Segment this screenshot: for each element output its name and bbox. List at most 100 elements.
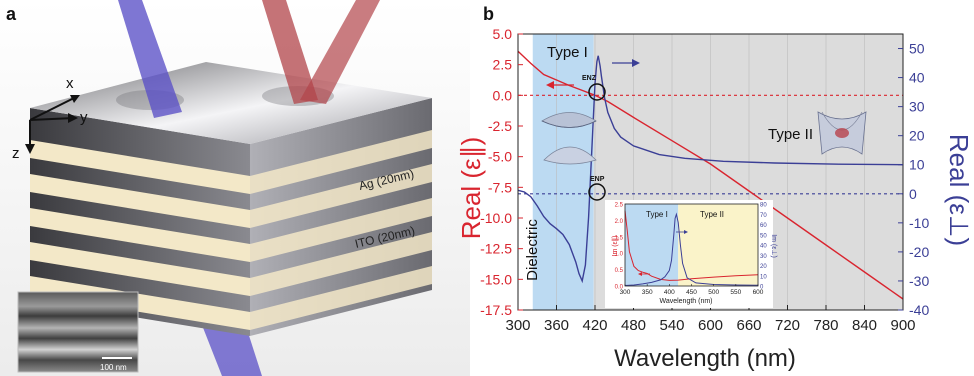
sem-scale-label: 100 nm: [100, 363, 127, 372]
inset-y-right-tick-label: 10: [760, 274, 767, 280]
series-line-real-perpendicular: [517, 55, 904, 284]
y-right-axis-title: Real (ε⊥): [944, 134, 974, 246]
incident-red-beam: [262, 0, 318, 104]
inset-region-type-i: [625, 204, 679, 286]
y-right-tick-label: 10: [909, 157, 925, 173]
y-left-tick-label: -5.0: [488, 149, 512, 165]
y-right-tick-label: -10: [909, 215, 929, 231]
y-left-tick-label: -10.0: [480, 210, 512, 226]
x-axis-label: x: [66, 75, 74, 92]
y-right-tick-label: 40: [909, 70, 925, 86]
inset-y-left-tick-label: 2.0: [615, 219, 624, 225]
y-right-tick-label: 20: [909, 128, 925, 144]
inset-y-right-tick-label: 50: [760, 233, 767, 239]
ito-layer: [250, 266, 432, 330]
region-dielectric: [518, 34, 533, 310]
arrow-right-axis-series: [612, 59, 640, 67]
inset-plot: 300 350 400 450 500 550 600 0.00.51.01.52.02.5…: [605, 200, 777, 308]
sem-inset: 100 nm: [17, 291, 139, 373]
hyperboloid-type1-icon: [541, 112, 597, 165]
panel-a-label: a: [6, 4, 17, 24]
inset-x-tick-label: 450: [686, 289, 697, 296]
inset-y-right-ticks: 0 10 20 30 40 50 60 70 80: [760, 203, 767, 291]
y-left-tick-label: 2.5: [493, 57, 513, 73]
inset-y-left-tick-label: 1.5: [615, 235, 624, 241]
inset-series-lines: [624, 210, 759, 286]
y-right-tick-label: 0: [909, 186, 917, 202]
inset-arrow-left: [638, 272, 650, 276]
axes-triad: [25, 95, 80, 154]
inset-y-right-tick-label: 0: [760, 285, 764, 291]
inset-y-right-tick-label: 70: [760, 213, 767, 219]
inset-y-left-ticks: 0.0 0.5 1.0 1.5 2.0 2.5: [615, 203, 624, 291]
y-left-tick-label: -7.5: [488, 179, 512, 195]
y-right-ticks: 50 40 30 20 10 0 -10 -20 -30 -40: [898, 41, 929, 318]
y-left-axis-title: Real (ε∥): [456, 137, 486, 240]
x-tick-label: 360: [544, 317, 569, 334]
x-tick-label: 600: [698, 317, 723, 334]
x-tick-label: 840: [852, 317, 877, 334]
inset-y-left-title: Im (ε∥): [611, 235, 619, 256]
ito-layer: [250, 232, 432, 296]
ito-layer: [30, 276, 250, 330]
y-left-tick-label: -17.5: [480, 302, 512, 318]
inset-series-im-perpendicular: [624, 212, 759, 286]
reflected-red-beam: [300, 0, 380, 104]
ito-layer: [30, 242, 250, 296]
inset-y-left-tick-label: 0.5: [615, 268, 624, 274]
region-type-i: [532, 34, 594, 310]
series-line-real-parallel: [517, 50, 904, 300]
enp-label: ENP: [590, 176, 605, 183]
layer-stack: [30, 62, 432, 336]
panel-b-label: b: [483, 4, 494, 24]
inset-region-type-ii: [678, 204, 758, 286]
x-tick-label: 780: [813, 317, 838, 334]
y-left-tick-label: -12.5: [480, 241, 512, 257]
region-backgrounds: [518, 34, 903, 310]
x-tick-label: 660: [736, 317, 761, 334]
x-tick-label: 540: [659, 317, 684, 334]
ito-layer: [250, 130, 432, 194]
x-tick-label: 720: [775, 317, 800, 334]
inset-series-im-parallel: [624, 210, 759, 281]
x-tick-label: 420: [582, 317, 607, 334]
inset-y-right-title: Im (ε⊥): [770, 234, 777, 258]
inset-y-right-tick-label: 40: [760, 244, 767, 250]
inset-arrow-right: [676, 230, 688, 234]
ito-layer: [250, 164, 432, 228]
y-left-tick-label: -15.0: [480, 271, 512, 287]
y-right-tick-label: 30: [909, 99, 925, 115]
x-axis-title: Wavelength (nm): [614, 345, 796, 372]
inset-y-right-tick-label: 60: [760, 223, 767, 229]
z-axis-label: z: [12, 145, 20, 162]
y-right-tick-label: 50: [909, 41, 925, 57]
x-tick-label: 900: [890, 317, 915, 334]
region-label-type2: Type II: [768, 126, 813, 143]
enz-marker: [588, 83, 606, 101]
inset-x-tick-label: 350: [642, 289, 653, 296]
inset-y-left-tick-label: 2.5: [615, 203, 624, 209]
ito-layer: [30, 140, 250, 194]
y-left-tick-label: -2.5: [488, 118, 512, 134]
inset-region-label-type2: Type II: [700, 210, 724, 219]
x-tick-label: 300: [505, 317, 530, 334]
enp-marker: [588, 183, 606, 201]
y-right-tick-label: -20: [909, 244, 929, 260]
region-label-type1: Type I: [547, 44, 588, 61]
ito-layers-right: [250, 130, 432, 330]
inset-region-label-type1: Type I: [646, 210, 668, 219]
inset-y-right-tick-label: 30: [760, 254, 767, 260]
y-left-tick-label: 5.0: [493, 26, 513, 42]
inset-x-tick-label: 550: [730, 289, 741, 296]
y-right-tick-label: -40: [909, 302, 929, 318]
hyperboloid-type2-icon: [817, 111, 867, 155]
inset-y-right-tick-label: 20: [760, 264, 767, 270]
incident-blue-beam: [118, 0, 182, 118]
series-lines: [517, 50, 904, 300]
x-ticks: 300 360 420 480 540 600 660 720 780 840 900: [505, 305, 916, 334]
arrow-left-axis-series: [546, 81, 574, 89]
ito-layer: [30, 208, 250, 262]
enz-label: ENZ: [582, 75, 597, 82]
ito-layer: [250, 198, 432, 262]
inset-x-tick-label: 500: [708, 289, 719, 296]
